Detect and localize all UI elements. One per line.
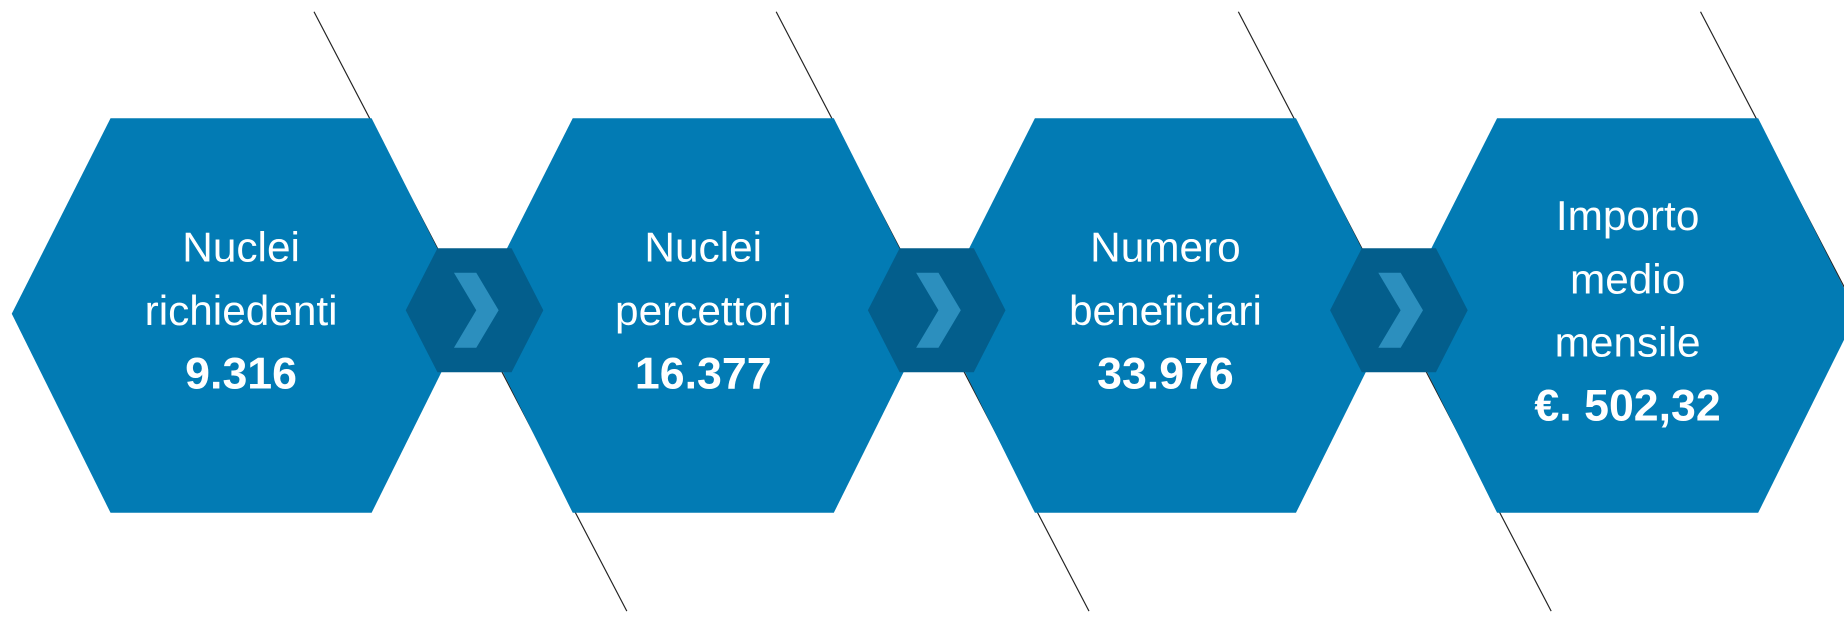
chevron [1378,272,1423,348]
step-label: Importo [1556,192,1700,239]
arrow-hexagon [867,248,1006,373]
step-label: percettori [615,287,791,334]
arrow-hexagon [1330,248,1468,373]
step-hexagon [936,118,1395,513]
step-hexagon [11,118,471,513]
step-value: 33.976 [1097,350,1234,399]
step-label: mensile [1555,319,1701,366]
step-label: beneficiari [1069,287,1262,334]
step-value: 16.377 [635,350,772,399]
arrow-hexagon [405,248,544,373]
chevron [453,272,499,348]
step-label: Nuclei [644,224,762,271]
step-value: €. 502,32 [1534,381,1720,430]
step-hexagon [473,118,933,513]
step-value: 9.316 [185,350,297,399]
step-hexagon [1398,118,1844,513]
step-label: medio [1570,255,1685,302]
step-label: Nuclei [182,224,300,271]
connector-line [1700,11,1844,288]
step-label: Numero [1090,224,1241,271]
step-label: richiedenti [145,287,338,334]
